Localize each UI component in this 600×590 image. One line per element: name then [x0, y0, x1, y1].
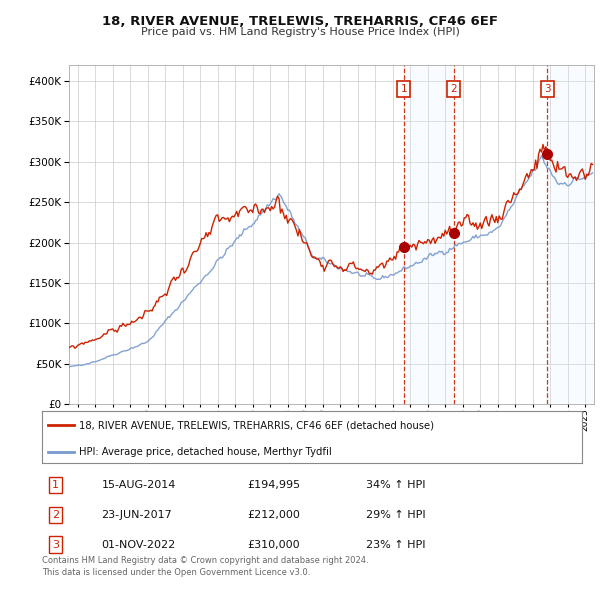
Text: £194,995: £194,995 [247, 480, 301, 490]
Text: 2: 2 [52, 510, 59, 520]
Text: 34% ↑ HPI: 34% ↑ HPI [366, 480, 425, 490]
Text: 18, RIVER AVENUE, TRELEWIS, TREHARRIS, CF46 6EF (detached house): 18, RIVER AVENUE, TRELEWIS, TREHARRIS, C… [79, 420, 434, 430]
Text: 1: 1 [400, 84, 407, 94]
Text: 2: 2 [451, 84, 457, 94]
Text: 23% ↑ HPI: 23% ↑ HPI [366, 540, 425, 550]
Text: 15-AUG-2014: 15-AUG-2014 [101, 480, 176, 490]
Text: 18, RIVER AVENUE, TRELEWIS, TREHARRIS, CF46 6EF: 18, RIVER AVENUE, TRELEWIS, TREHARRIS, C… [102, 15, 498, 28]
Text: HPI: Average price, detached house, Merthyr Tydfil: HPI: Average price, detached house, Mert… [79, 447, 331, 457]
Bar [404, 65, 454, 404]
Text: 1: 1 [52, 480, 59, 490]
Text: £212,000: £212,000 [247, 510, 300, 520]
Text: Price paid vs. HM Land Registry's House Price Index (HPI): Price paid vs. HM Land Registry's House … [140, 27, 460, 37]
Text: 3: 3 [544, 84, 551, 94]
Text: 29% ↑ HPI: 29% ↑ HPI [366, 510, 425, 520]
Text: 01-NOV-2022: 01-NOV-2022 [101, 540, 176, 550]
Text: Contains HM Land Registry data © Crown copyright and database right 2024.
This d: Contains HM Land Registry data © Crown c… [42, 556, 368, 576]
Text: 3: 3 [52, 540, 59, 550]
Text: £310,000: £310,000 [247, 540, 300, 550]
Bar [547, 65, 594, 404]
Text: 23-JUN-2017: 23-JUN-2017 [101, 510, 172, 520]
